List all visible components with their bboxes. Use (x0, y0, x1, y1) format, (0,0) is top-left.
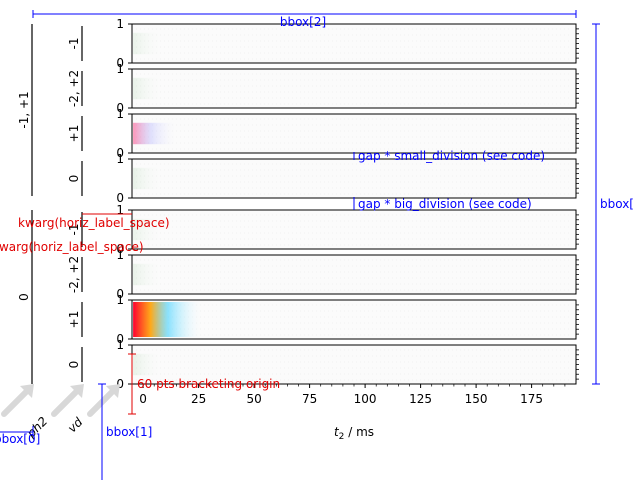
y-tick-label: 0 (116, 146, 124, 160)
level-arrowhead-icon (70, 384, 84, 398)
annotations: bbox[2] bbox[ gap * small_division (see co… (0, 10, 634, 480)
panel-6: 10 (116, 248, 579, 301)
panel-5: 10 (116, 203, 579, 256)
inner-label: +1 (67, 125, 81, 143)
y-tick-label: 1 (116, 62, 124, 76)
y-tick-label: 0 (116, 191, 124, 205)
gap-small-label: gap * small_division (see code) (358, 149, 545, 163)
horiz-space-label-2: kwarg(horiz_label_space) (0, 240, 144, 254)
y-tick-label: 1 (116, 248, 124, 262)
panel-8: 10 (116, 338, 579, 391)
level-arrowhead-icon (106, 384, 120, 398)
x-tick-label: 100 (354, 392, 377, 406)
signal-region (133, 302, 204, 337)
panel-background (132, 210, 576, 249)
bbox-right-label: bbox[ (600, 197, 634, 211)
level-arrow-icon (51, 389, 79, 417)
panel-background (132, 255, 576, 294)
outer-label: -1, +1 (17, 91, 31, 128)
y-tick-label: 1 (116, 293, 124, 307)
x-tick-label: 125 (409, 392, 432, 406)
panel-background (132, 114, 576, 153)
panel-3: 10 (116, 107, 579, 160)
panel-background (132, 345, 576, 384)
x-axis-label: t2 / ms (334, 425, 374, 442)
x-axis: 0 25 50 75 100 125 150 175 (139, 384, 566, 406)
inner-label: 0 (67, 175, 81, 183)
signal-region (133, 77, 164, 100)
y-tick-label: 0 (116, 242, 124, 256)
panel-7: 10 (116, 293, 579, 346)
panel-background (132, 300, 576, 339)
inner-label: -1 (67, 224, 81, 236)
y-tick-label: 0 (116, 377, 124, 391)
signal-region (133, 263, 164, 286)
bbox0-label: bbox[0] (0, 432, 40, 446)
level-label-vd: vd (65, 415, 86, 436)
y-tick-label: 1 (116, 107, 124, 121)
origin-label: 60 pts bracketing origin (137, 377, 280, 391)
x-tick-label: 150 (465, 392, 488, 406)
x-tick-label: 0 (139, 392, 147, 406)
bbox1-label: bbox[1] (106, 425, 152, 439)
inner-label: -1 (67, 38, 81, 50)
x-tick-label: 175 (520, 392, 543, 406)
x-tick-label: 75 (302, 392, 317, 406)
y-tick-label: 1 (116, 152, 124, 166)
panel-background (132, 24, 576, 63)
inner-label: -2, +2 (67, 70, 81, 107)
panel-background (132, 69, 576, 108)
y-tick-label: 0 (116, 287, 124, 301)
panel-1: 10 (116, 17, 579, 70)
signal-region (133, 32, 164, 55)
y-tick-label: 0 (116, 56, 124, 70)
gap-big-label: gap * big_division (see code) (358, 197, 532, 211)
inner-label: +1 (67, 311, 81, 329)
y-tick-label: 0 (116, 332, 124, 346)
bbox2-label: bbox[2] (280, 15, 326, 29)
y-tick-label: 1 (116, 338, 124, 352)
level-arrow-icon (87, 389, 115, 417)
x-tick-label: 50 (246, 392, 261, 406)
horiz-space-label-1: kwarg(horiz_label_space) (18, 216, 170, 230)
inner-label: -2, +2 (67, 256, 81, 293)
inner-label: 0 (67, 361, 81, 369)
signal-region (133, 218, 164, 241)
x-tick-label: 25 (191, 392, 206, 406)
signal-region (133, 122, 179, 145)
signal-region (133, 353, 164, 376)
level-arrowhead-icon (20, 384, 34, 398)
y-tick-label: 1 (116, 203, 124, 217)
y-tick-label: 1 (116, 17, 124, 31)
panel-background (132, 159, 576, 198)
outer-label: 0 (17, 293, 31, 301)
y-tick-label: 0 (116, 101, 124, 115)
signal-region (133, 167, 164, 190)
panel-4: 10 (116, 152, 579, 205)
panel-2: 10 (116, 62, 579, 115)
level-arrow-icon (1, 389, 29, 417)
